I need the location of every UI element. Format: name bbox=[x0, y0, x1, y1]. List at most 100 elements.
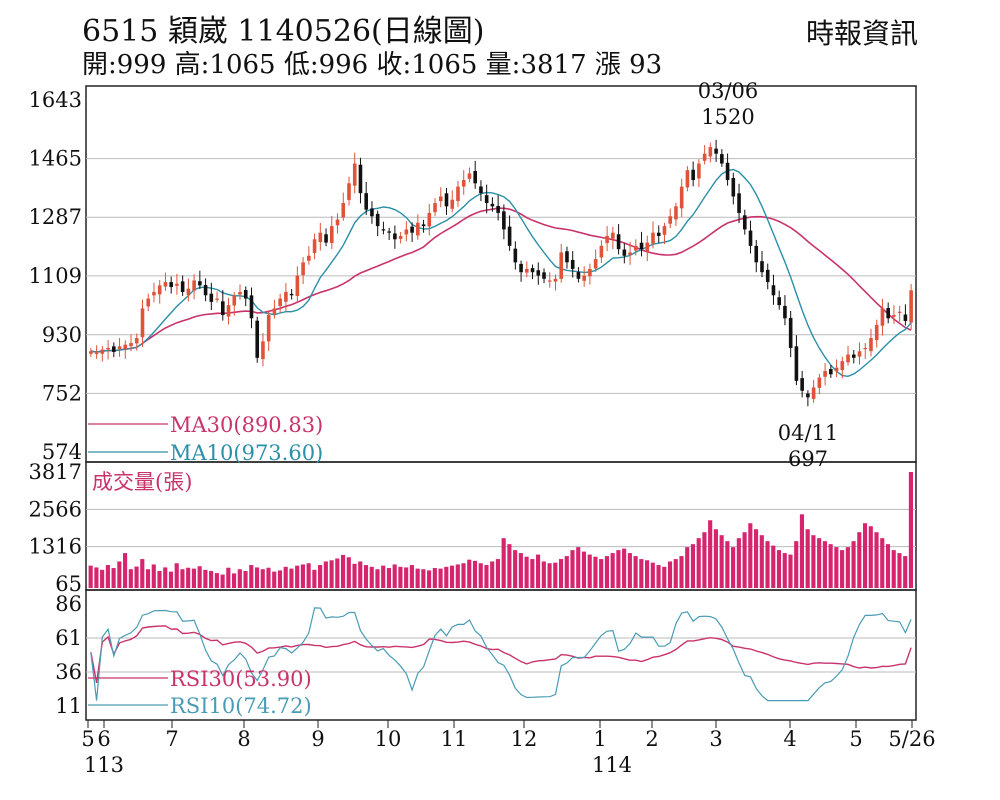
candle-body bbox=[352, 163, 357, 186]
volume-bar bbox=[455, 564, 460, 588]
candle-body bbox=[89, 351, 93, 354]
candle-body bbox=[616, 234, 621, 250]
candle-body bbox=[198, 281, 202, 286]
candle-body bbox=[794, 346, 799, 381]
volume-bar bbox=[742, 532, 747, 588]
volume-bar bbox=[708, 520, 713, 588]
candle-body bbox=[748, 230, 753, 246]
volume-bar bbox=[163, 567, 168, 588]
candle-body bbox=[278, 298, 282, 307]
volume-bar bbox=[358, 561, 363, 588]
candle-body bbox=[106, 347, 110, 350]
volume-bar bbox=[834, 547, 839, 588]
volume-bar bbox=[524, 556, 529, 588]
volume-bar bbox=[576, 547, 581, 588]
volume-tick-label: 1316 bbox=[29, 535, 82, 559]
volume-bar bbox=[645, 560, 650, 588]
candle-body bbox=[243, 289, 248, 299]
volume-bar bbox=[616, 550, 621, 588]
rsi-panel-frame bbox=[85, 589, 917, 721]
candle-body bbox=[588, 268, 592, 277]
volume-bar bbox=[627, 553, 632, 588]
candle-body bbox=[806, 393, 810, 398]
volume-bar bbox=[249, 565, 254, 588]
volume-bar bbox=[908, 472, 913, 588]
volume-bar bbox=[214, 573, 219, 588]
x-tick-label: 9 bbox=[311, 727, 324, 751]
candle-body bbox=[633, 245, 638, 251]
year-label: 113 bbox=[84, 753, 124, 777]
volume-bar bbox=[300, 564, 305, 588]
candle-body bbox=[324, 234, 328, 243]
x-tick-label: 10 bbox=[375, 727, 402, 751]
x-tick-label: 4 bbox=[783, 727, 796, 751]
candle-body bbox=[547, 280, 552, 282]
volume-bar bbox=[817, 538, 822, 588]
volume-bar bbox=[128, 569, 133, 588]
volume-bar bbox=[438, 568, 443, 588]
candle-body bbox=[714, 148, 718, 154]
volume-bar bbox=[610, 553, 615, 588]
rsi30-legend: RSI30(53.90) bbox=[170, 667, 312, 691]
volume-bar bbox=[398, 566, 403, 588]
candle-body bbox=[771, 285, 776, 296]
volume-bar bbox=[794, 541, 799, 588]
ma30-legend: MA30(890.83) bbox=[170, 413, 323, 437]
candle-body bbox=[301, 262, 305, 276]
candle-body bbox=[433, 203, 437, 213]
candle-body bbox=[375, 213, 380, 227]
candle-body bbox=[869, 338, 873, 352]
volume-bar bbox=[306, 563, 311, 588]
candle-body bbox=[874, 324, 879, 341]
volume-bar bbox=[88, 565, 93, 588]
volume-bar bbox=[530, 559, 535, 588]
volume-bar bbox=[404, 567, 409, 588]
volume-bar bbox=[409, 565, 414, 588]
volume-bar bbox=[432, 568, 437, 588]
candle-body bbox=[479, 186, 483, 194]
candle-body bbox=[760, 261, 764, 273]
candle-body bbox=[496, 205, 500, 213]
volume-bar bbox=[874, 532, 879, 588]
candle-body bbox=[765, 269, 770, 283]
x-tick-label: 7 bbox=[165, 727, 178, 751]
candle-body bbox=[685, 170, 690, 188]
volume-bar bbox=[254, 567, 260, 588]
x-tick-label: 1 bbox=[593, 727, 606, 751]
candle-body bbox=[559, 252, 564, 279]
candle-body bbox=[100, 349, 105, 354]
candle-body bbox=[438, 196, 443, 202]
volume-bar bbox=[581, 551, 587, 588]
volume-bar bbox=[903, 556, 908, 588]
candle-body bbox=[897, 311, 902, 313]
volume-bar bbox=[243, 571, 248, 588]
volume-bar bbox=[123, 553, 128, 588]
volume-bar bbox=[765, 541, 770, 588]
candle-body bbox=[398, 235, 403, 239]
volume-bar bbox=[713, 529, 718, 588]
volume-bar bbox=[318, 565, 323, 588]
candle-body bbox=[175, 283, 179, 286]
volume-bar bbox=[449, 565, 455, 588]
candle-body bbox=[565, 251, 569, 263]
volume-bar bbox=[461, 563, 466, 588]
candle-body bbox=[691, 169, 695, 181]
ohlc-summary: 開:999 高:1065 低:996 收:1065 量:3817 漲 93 bbox=[82, 50, 663, 80]
candle-body bbox=[851, 354, 856, 358]
rsi10-line bbox=[90, 607, 912, 702]
candle-body bbox=[341, 203, 346, 218]
candle-body bbox=[582, 275, 586, 281]
volume-bar bbox=[295, 565, 300, 588]
volume-bar bbox=[541, 561, 546, 588]
price-tick-label: 574 bbox=[42, 440, 82, 464]
volume-bar bbox=[352, 563, 357, 588]
candle-body bbox=[490, 203, 495, 207]
candle-body bbox=[708, 147, 713, 157]
volume-bar bbox=[513, 550, 518, 588]
candle-body bbox=[226, 305, 231, 317]
candle-body bbox=[639, 242, 644, 250]
volume-bar bbox=[421, 569, 426, 588]
volume-bar bbox=[725, 541, 730, 588]
price-tick-label: 1643 bbox=[29, 88, 82, 112]
volume-tick-label: 65 bbox=[55, 572, 82, 596]
